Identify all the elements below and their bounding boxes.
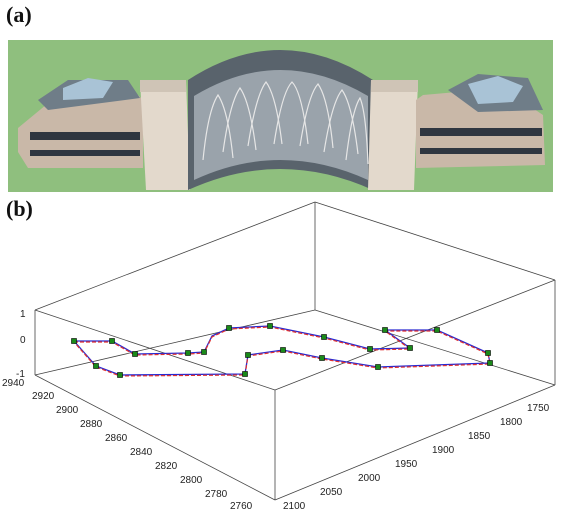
y-tick: 1900 (432, 445, 455, 456)
trajectory-marker (267, 323, 273, 329)
trajectory-marker (382, 327, 388, 333)
panel-b-label: (b) (6, 196, 33, 221)
trajectory-marker (245, 352, 251, 358)
trajectory-marker (93, 363, 99, 369)
x-tick: 2920 (32, 391, 55, 402)
trajectory-3d-plot: 1 0 -1 2940 2920 2900 2880 2860 2840 282… (2, 201, 556, 511)
trajectory-marker (201, 349, 207, 355)
trajectory-marker (71, 338, 77, 344)
trajectory-marker (434, 327, 440, 333)
trajectory-marker (487, 360, 493, 366)
panel-a-label: (a) (6, 2, 32, 27)
trajectory-marker (367, 346, 373, 352)
trajectory-marker (185, 350, 191, 356)
trajectory-marker (321, 334, 327, 340)
z-tick: 1 (20, 309, 26, 320)
y-tick: 1950 (395, 459, 418, 470)
trajectory-marker (319, 355, 325, 361)
trajectory-marker (226, 325, 232, 331)
x-tick: 2800 (180, 475, 203, 486)
building-model-image (8, 40, 553, 192)
z-tick: -1 (16, 369, 25, 380)
trajectory-marker (109, 338, 115, 344)
x-tick: 2880 (80, 419, 103, 430)
trajectory-marker (375, 364, 381, 370)
trajectory-marker (485, 350, 491, 356)
y-tick: 1800 (500, 417, 523, 428)
y-tick: 1750 (527, 403, 550, 414)
y-tick: 1850 (468, 431, 491, 442)
trajectory-marker (280, 347, 286, 353)
x-tick: 2760 (230, 501, 253, 511)
x-tick: 2840 (130, 447, 153, 458)
trajectory-marker (117, 372, 123, 378)
trajectory-marker (407, 345, 413, 351)
trajectory-marker (242, 371, 248, 377)
x-tick: 2860 (105, 433, 128, 444)
y-tick: 2100 (283, 501, 306, 511)
x-tick: 2900 (56, 405, 79, 416)
y-tick: 2000 (358, 473, 381, 484)
trajectory-marker (132, 351, 138, 357)
y-tick: 2050 (320, 487, 343, 498)
x-tick: 2820 (155, 461, 178, 472)
z-tick: 0 (20, 335, 26, 346)
x-tick: 2940 (2, 378, 25, 389)
x-tick: 2780 (205, 489, 228, 500)
